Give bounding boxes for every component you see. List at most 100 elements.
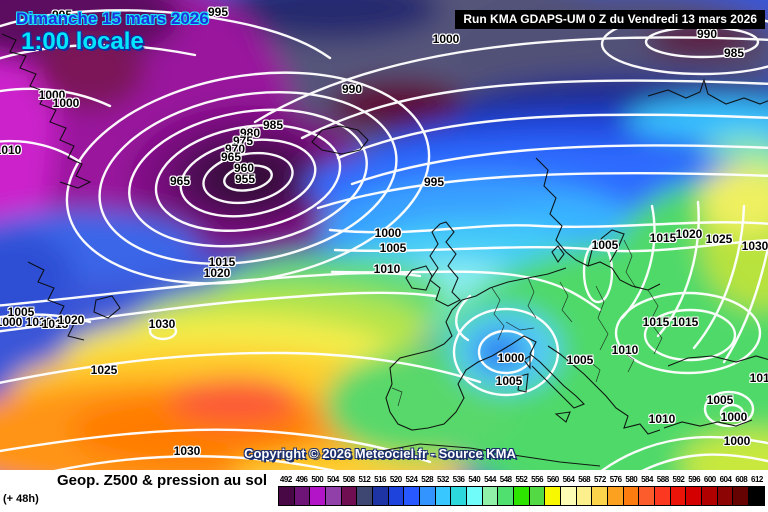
colorbar-cell — [733, 487, 750, 505]
colorbar-cell — [576, 487, 593, 505]
legend-bar: Geop. Z500 & pression au sol (+ 48h) 492… — [0, 470, 768, 512]
forecast-date: Dimanche 15 mars 2026 — [16, 9, 209, 28]
colorbar-cell — [279, 487, 295, 505]
isobar-label: 1000 — [0, 315, 23, 329]
colorbar-cell — [608, 487, 624, 505]
colorbar-tick-label: 512 — [358, 475, 371, 484]
colorbar-cell — [514, 487, 530, 505]
isobar-label: 1015 — [649, 231, 677, 245]
forecast-map: 9959951000990985100010001010990985980975… — [0, 0, 768, 470]
colorbar-cell — [545, 487, 562, 505]
colorbar-cell — [717, 487, 734, 505]
isobar-label: 1005 — [591, 238, 619, 252]
isobar-label: 1010 — [749, 371, 768, 385]
colorbar-tick-label: 580 — [625, 475, 638, 484]
isobar-label: 990 — [341, 82, 363, 96]
colorbar-cell — [404, 487, 421, 505]
isobar-label: 1025 — [90, 363, 118, 377]
colorbar-tick-label: 548 — [499, 475, 512, 484]
colorbar-cell — [388, 487, 405, 505]
isobar-label: 1015 — [671, 315, 699, 329]
isobar-label: 1000 — [38, 88, 66, 102]
colorbar-tick-label: 588 — [656, 475, 669, 484]
colorbar-tick-label: 500 — [311, 475, 324, 484]
isobar-label: 1015 — [208, 255, 236, 269]
isobar-label: 995 — [51, 8, 73, 22]
colorbar-cells — [278, 486, 765, 506]
colorbar-tick-label: 552 — [515, 475, 528, 484]
colorbar-cell — [686, 487, 703, 505]
colorbar-cell — [326, 487, 342, 505]
colorbar-tick-label: 556 — [531, 475, 544, 484]
isobar-label: 1010 — [0, 143, 22, 157]
colorbar-tick-label: 508 — [342, 475, 355, 484]
colorbar-cell — [357, 487, 374, 505]
isobar-label: 1010 — [648, 412, 676, 426]
colorbar-tick-label: 596 — [688, 475, 701, 484]
isobar-label: 1015 — [642, 315, 670, 329]
isobar-label: 995 — [207, 5, 229, 19]
colorbar-tick-label: 496 — [295, 475, 308, 484]
isobar-label: 1030 — [148, 317, 176, 331]
colorbar-tick-label: 492 — [279, 475, 292, 484]
colorbar-cell — [623, 487, 640, 505]
isobar-label: 1010 — [373, 262, 401, 276]
copyright-notice: Copyright © 2026 Meteociel.fr - Source K… — [244, 446, 516, 461]
colorbar-tick-label: 592 — [672, 475, 685, 484]
colorbar-labels: 492 496 500 504 508 512 516 520 524 528 532 536 540 5… — [278, 475, 765, 484]
colorbar-cell — [749, 487, 764, 505]
colorbar-tick-label: 544 — [484, 475, 496, 484]
colorbar-cell — [341, 487, 358, 505]
colorbar-cell — [373, 487, 389, 505]
colorbar-tick-label: 604 — [719, 475, 732, 484]
country-borders-layer — [391, 239, 663, 407]
colorbar-cell — [639, 487, 656, 505]
model-run-info: Run KMA GDAPS-UM 0 Z du Vendredi 13 mars… — [455, 10, 765, 29]
colorbar-tick-label: 524 — [405, 475, 418, 484]
isobar-label: 1020 — [203, 266, 231, 280]
colorbar-cell — [498, 487, 515, 505]
isobar-label: 1000 — [374, 226, 402, 240]
colorbar-cell — [529, 487, 546, 505]
isobar-label: 1005 — [495, 374, 523, 388]
isobar-label: 985 — [262, 118, 284, 132]
colorbar-cell — [670, 487, 687, 505]
colorbar-cell — [420, 487, 436, 505]
isobar-label: 1030 — [741, 239, 768, 253]
isobar-label: 1005 — [7, 305, 35, 319]
isobar-label: 1000 — [432, 32, 460, 46]
coastlines-layer — [1, 33, 768, 467]
colorbar-tick-label: 568 — [578, 475, 591, 484]
colorbar-cell — [702, 487, 718, 505]
colorbar-cell — [451, 487, 468, 505]
isobar-label: 1005 — [379, 241, 407, 255]
colorbar-tick-label: 560 — [546, 475, 559, 484]
isobar-label: 995 — [423, 175, 445, 189]
colorbar-cell — [482, 487, 499, 505]
isobar-contours-layer — [0, 9, 768, 470]
colorbar-tick-label: 584 — [641, 475, 653, 484]
isobar-label: 955 — [234, 172, 256, 186]
map-parameter-title: Geop. Z500 & pression au sol — [57, 472, 268, 489]
colorbar-tick-label: 528 — [421, 475, 434, 484]
colorbar-tick-label: 504 — [327, 475, 339, 484]
colorbar-cell — [592, 487, 609, 505]
colorbar-cell — [435, 487, 452, 505]
isobar-label: 975 — [232, 134, 254, 148]
colorbar-tick-label: 564 — [562, 475, 575, 484]
isobar-label: 1000 — [52, 96, 80, 110]
colorbar-tick-label: 536 — [452, 475, 465, 484]
isobar-label: 1005 — [706, 393, 734, 407]
colorbar-tick-label: 576 — [609, 475, 622, 484]
isobar-label: 1020 — [57, 313, 85, 327]
colorbar-cell — [561, 487, 577, 505]
colorbar-cell — [310, 487, 327, 505]
isobar-label: 1020 — [675, 227, 703, 241]
colorbar-cell — [467, 487, 483, 505]
isobar-label: 980 — [239, 126, 261, 140]
colorbar-tick-label: 532 — [436, 475, 449, 484]
isobar-label: 1010 — [25, 315, 53, 329]
colorbar-cell — [655, 487, 671, 505]
colorbar-tick-label: 572 — [593, 475, 606, 484]
